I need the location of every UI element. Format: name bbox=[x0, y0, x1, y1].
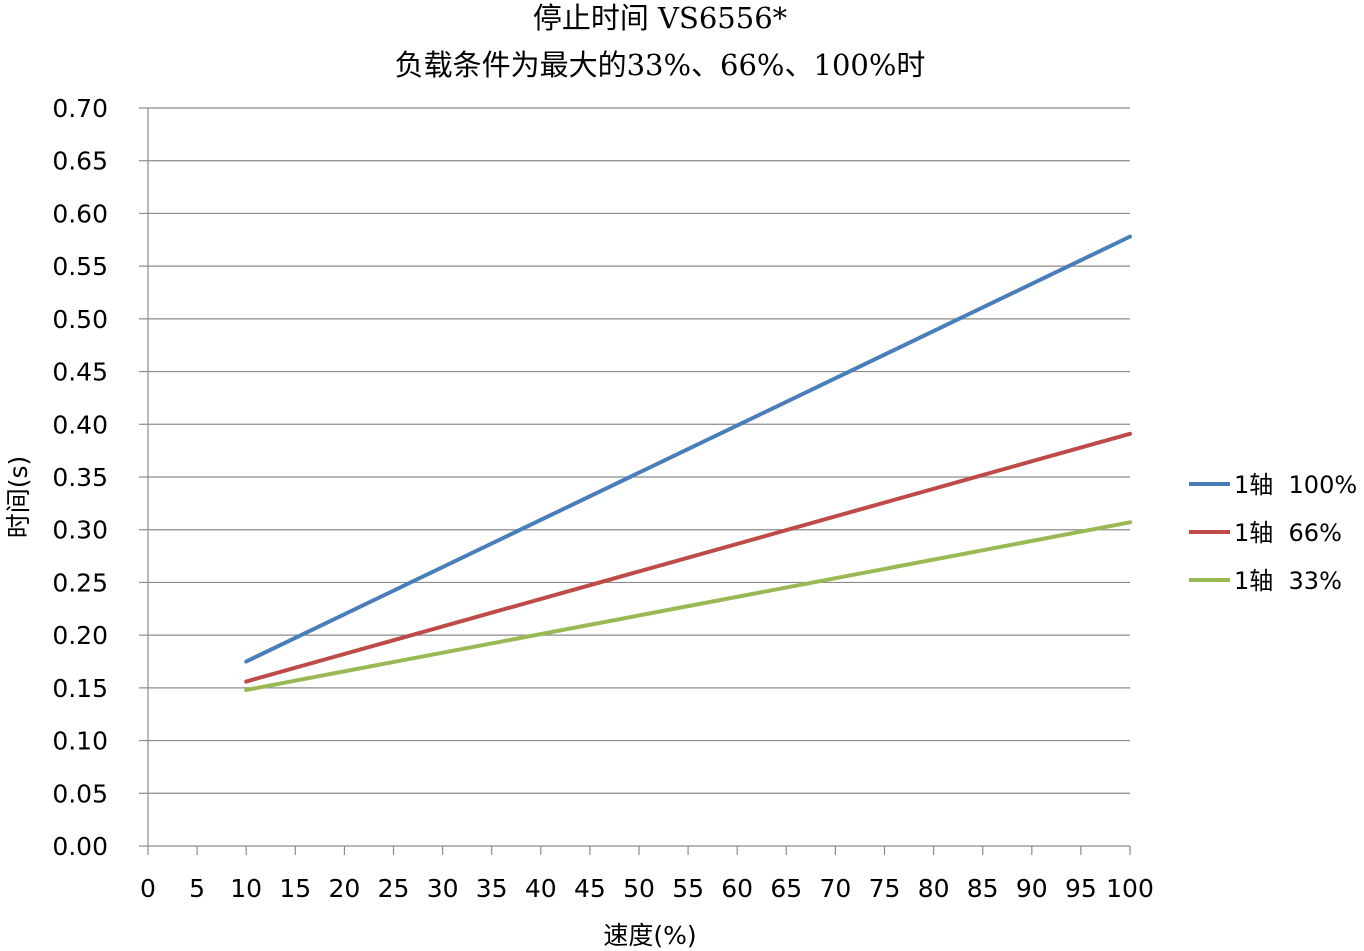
series-line-3 bbox=[244, 520, 1132, 692]
legend-label-2: 1轴 66% bbox=[1234, 519, 1342, 547]
series-lines bbox=[244, 234, 1132, 692]
y-tick-label: 0.20 bbox=[52, 621, 108, 650]
x-tick-label: 25 bbox=[378, 874, 410, 903]
y-tick-label: 0.45 bbox=[52, 358, 108, 387]
x-tick-label: 70 bbox=[819, 874, 851, 903]
chart-title: 停止时间 VS6556* bbox=[533, 1, 788, 35]
y-axis-title: 时间(s) bbox=[4, 456, 33, 539]
x-tick-label: 50 bbox=[623, 874, 655, 903]
x-tick-label: 15 bbox=[279, 874, 311, 903]
y-tick-label: 0.40 bbox=[52, 410, 108, 439]
legend: 1轴 100% 1轴 66% 1轴 33% bbox=[1189, 471, 1357, 595]
y-tick-label: 0.30 bbox=[52, 516, 108, 545]
x-tick-label: 0 bbox=[140, 874, 156, 903]
legend-label-3: 1轴 33% bbox=[1234, 567, 1342, 595]
y-tick-label: 0.55 bbox=[52, 252, 108, 281]
y-tick-label: 0.35 bbox=[52, 463, 108, 492]
y-tick-label: 0.10 bbox=[52, 727, 108, 756]
y-tick-label: 0.50 bbox=[52, 305, 108, 334]
y-tick-label: 0.00 bbox=[52, 832, 108, 861]
y-tick-label: 0.05 bbox=[52, 779, 108, 808]
x-tick-label: 65 bbox=[770, 874, 802, 903]
y-tick-label: 0.65 bbox=[52, 147, 108, 176]
x-tick-label: 85 bbox=[967, 874, 999, 903]
y-tick-label: 0.25 bbox=[52, 568, 108, 597]
x-tick-label: 100 bbox=[1106, 874, 1154, 903]
chart-subtitle: 负载条件为最大的33%、66%、100%时 bbox=[395, 48, 926, 82]
x-tick-label: 60 bbox=[721, 874, 753, 903]
gridlines bbox=[148, 107, 1130, 794]
y-tick-label: 0.15 bbox=[52, 674, 108, 703]
x-tick-label: 55 bbox=[672, 874, 704, 903]
y-tick-label: 0.70 bbox=[52, 94, 108, 123]
x-tick-label: 20 bbox=[328, 874, 360, 903]
series-line-1 bbox=[244, 234, 1132, 664]
x-tick-label: 10 bbox=[230, 874, 262, 903]
axes: 0.00 0.05 0.10 0.15 0.20 0.25 0.30 0.35 0.40 0.45… bbox=[52, 94, 1154, 903]
x-tick-label: 35 bbox=[476, 874, 508, 903]
y-tick-label: 0.60 bbox=[52, 199, 108, 228]
x-tick-label: 75 bbox=[869, 874, 901, 903]
x-tick-label: 90 bbox=[1016, 874, 1048, 903]
legend-label-1: 1轴 100% bbox=[1234, 471, 1357, 499]
x-tick-label: 30 bbox=[427, 874, 459, 903]
x-tick-label: 40 bbox=[525, 874, 557, 903]
series-line-2 bbox=[244, 431, 1132, 684]
x-axis-title: 速度(%) bbox=[603, 921, 696, 950]
x-tick-label: 80 bbox=[918, 874, 950, 903]
x-tick-label: 45 bbox=[574, 874, 606, 903]
x-tick-label: 5 bbox=[189, 874, 205, 903]
x-tick-label: 95 bbox=[1065, 874, 1097, 903]
